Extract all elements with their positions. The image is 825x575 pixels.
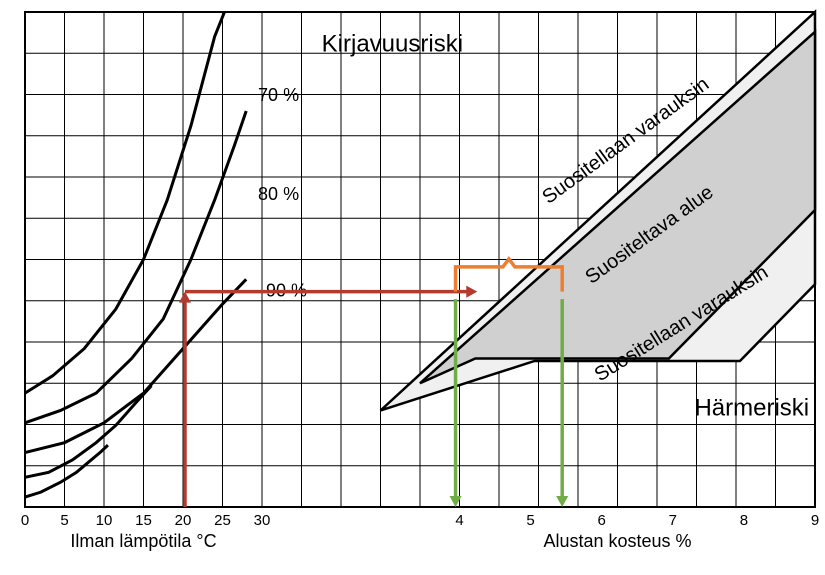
arrow-head (466, 286, 477, 298)
left-tick-6: 30 (254, 512, 271, 529)
right-axis-label: Alustan kosteus % (543, 531, 691, 551)
right-tick-0: 4 (455, 512, 463, 529)
curve-label-0: 70 % (258, 85, 299, 105)
left-axis-label: Ilman lämpötila °C (70, 531, 216, 551)
title-bottom-right: Härmeriski (694, 394, 809, 421)
title-top: Kirjavuusriski (322, 31, 463, 58)
right-tick-2: 6 (598, 512, 606, 529)
right-tick-3: 7 (669, 512, 677, 529)
left-tick-0: 0 (21, 512, 29, 529)
left-tick-3: 15 (135, 512, 152, 529)
right-tick-4: 8 (740, 512, 748, 529)
right-tick-5: 9 (811, 512, 819, 529)
arrow-head (556, 496, 568, 507)
humidity-curve-4 (25, 445, 108, 497)
left-tick-2: 10 (96, 512, 113, 529)
left-tick-1: 5 (60, 512, 68, 529)
painting-conditions-chart: 70 %80 %90 %Suositellaan varauksinSuosit… (0, 0, 825, 575)
left-tick-5: 25 (214, 512, 231, 529)
humidity-curve-2 (25, 279, 246, 452)
humidity-curve-1 (25, 111, 246, 423)
left-tick-4: 20 (175, 512, 192, 529)
curve-label-1: 80 % (258, 184, 299, 204)
right-tick-1: 5 (526, 512, 534, 529)
